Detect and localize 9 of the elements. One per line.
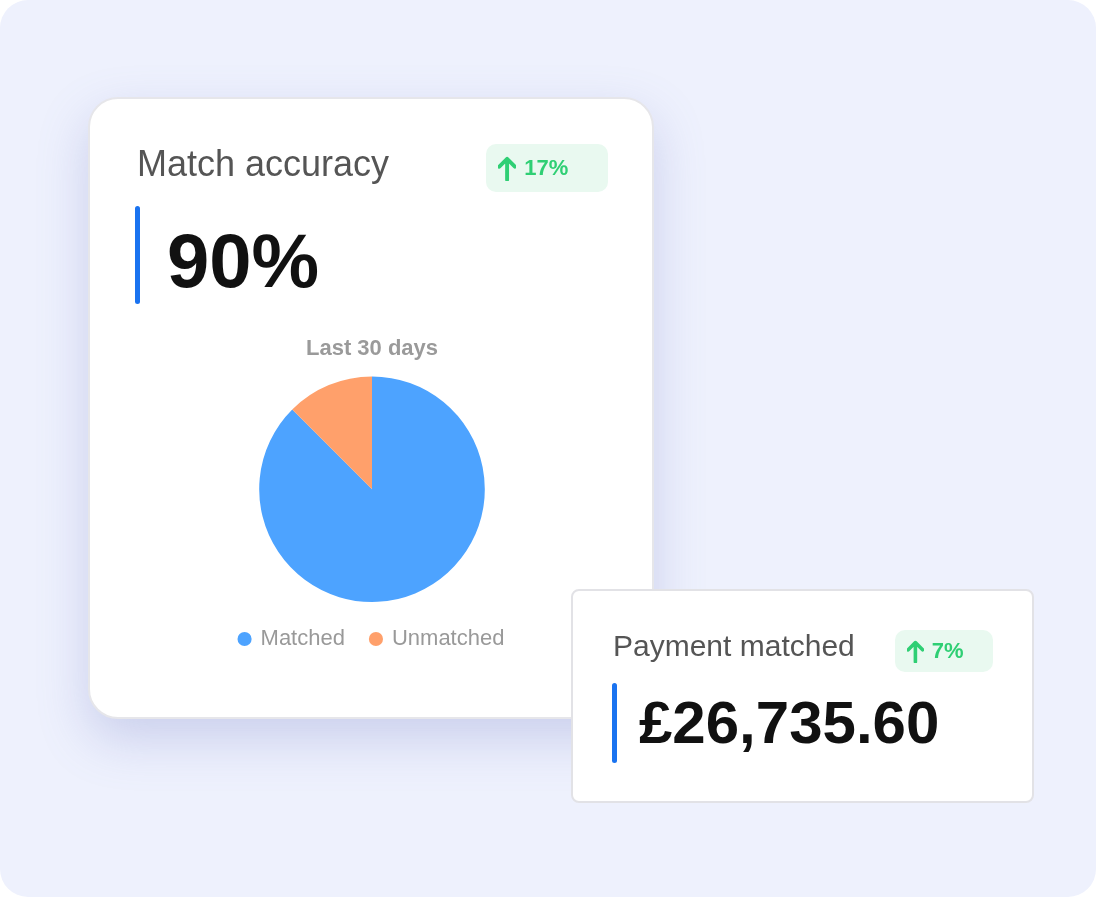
text: £26,735.60	[639, 688, 940, 757]
legend-label: Matched	[260, 625, 345, 651]
chart-title: Last 30 days	[305, 335, 439, 361]
text: 90%	[167, 217, 320, 304]
text: 7%	[931, 638, 964, 664]
text: 17%	[524, 155, 569, 181]
text: Match accuracy	[137, 143, 390, 185]
legend-label: Unmatched	[391, 625, 505, 651]
text: Payment matched	[613, 629, 855, 663]
